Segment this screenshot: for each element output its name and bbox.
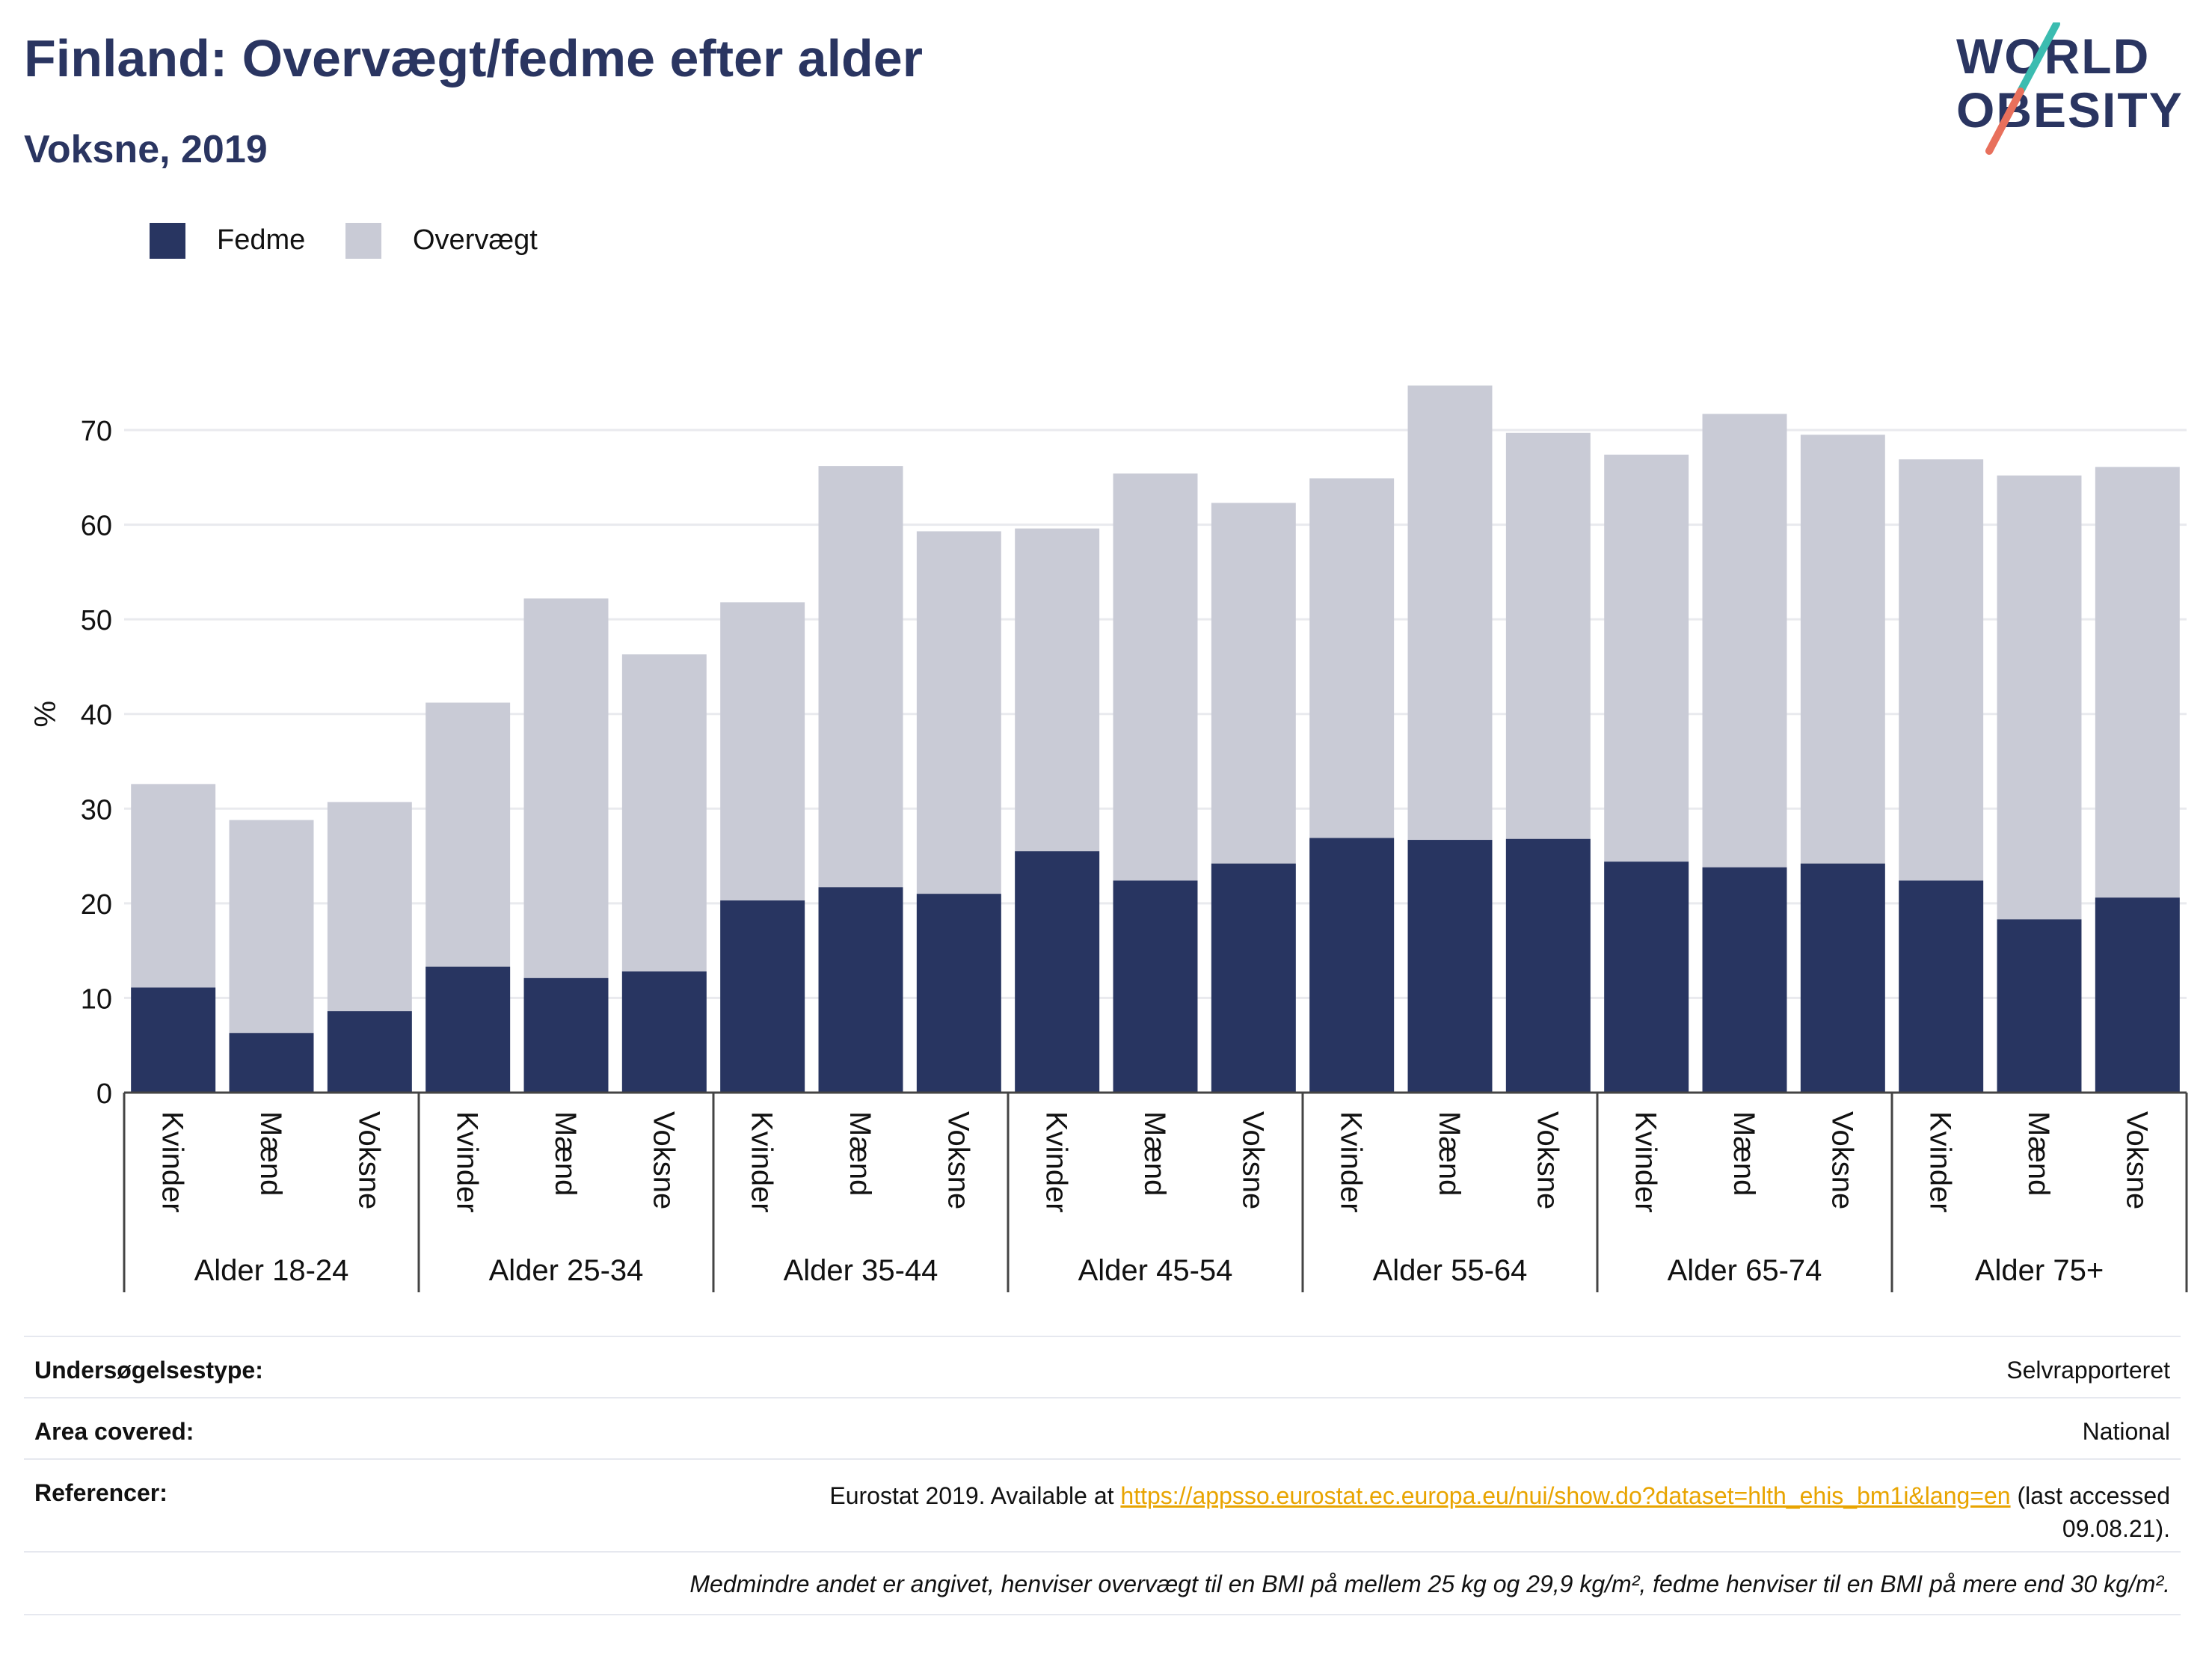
bar-fedme (327, 1011, 412, 1093)
info-value-references: Eurostat 2019. Available at https://apps… (829, 1479, 2170, 1545)
x-subcategory-label: Mænd (254, 1111, 287, 1196)
x-subcategory-label: Mænd (549, 1111, 582, 1196)
x-subcategory-label: Kvinder (1924, 1111, 1957, 1213)
x-subcategory-label: Mænd (844, 1111, 876, 1196)
bar-fedme (131, 987, 216, 1093)
reference-suffix: (last accessed (2010, 1482, 2170, 1509)
x-group-label: Alder 75+ (1975, 1254, 2104, 1287)
y-axis-label: % (29, 701, 62, 728)
x-subcategory-label: Kvinder (451, 1111, 484, 1213)
y-tick-label: 20 (81, 889, 112, 921)
x-subcategory-label: Kvinder (1040, 1111, 1073, 1213)
x-group-label: Alder 65-74 (1668, 1254, 1822, 1287)
x-group-label: Alder 25-34 (489, 1254, 644, 1287)
x-subcategory-label: Voksne (1825, 1111, 1858, 1209)
x-subcategory-label: Voksne (1236, 1111, 1269, 1209)
x-subcategory-label: Voksne (2120, 1111, 2153, 1209)
logo-slash-coral (1985, 87, 2024, 155)
y-tick-label: 40 (81, 700, 112, 731)
y-tick-label: 30 (81, 794, 112, 826)
bar-fedme (1309, 838, 1395, 1093)
bar-fedme (229, 1033, 314, 1093)
bar-fedme (1505, 838, 1591, 1093)
bar-fedme (1604, 862, 1689, 1093)
x-group-label: Alder 55-64 (1373, 1254, 1528, 1287)
info-value-survey-type: Selvrapporteret (2006, 1357, 2170, 1384)
bar-fedme (720, 900, 805, 1093)
bar-fedme (2095, 897, 2180, 1093)
y-tick-label: 50 (81, 605, 112, 636)
x-subcategory-label: Kvinder (1335, 1111, 1368, 1213)
bar-fedme (818, 887, 903, 1093)
y-tick-label: 70 (81, 416, 112, 447)
info-label-references: Referencer: (34, 1479, 168, 1506)
y-tick-label: 10 (81, 983, 112, 1015)
definition-note: Medmindre andet er angivet, henviser ove… (689, 1570, 2170, 1597)
chart-subtitle: Voksne, 2019 (24, 128, 268, 171)
y-tick-label: 0 (96, 1078, 112, 1110)
reference-link[interactable]: https://appsso.eurostat.ec.europa.eu/nui… (1120, 1482, 2011, 1509)
logo-text-obesity: OBESITY (1956, 82, 2184, 138)
logo-slash-teal (2017, 22, 2060, 95)
bar-fedme (425, 966, 511, 1093)
bar-chart: 0 10 20 30 40 50 60 70% Kvinder Mænd Voksne Kvinder… (29, 385, 2188, 1292)
bar-fedme (1211, 863, 1296, 1093)
bar-fedme (1113, 880, 1198, 1093)
x-subcategory-label: Kvinder (1629, 1111, 1662, 1213)
x-subcategory-label: Mænd (1138, 1111, 1171, 1196)
info-row-survey-type: Undersøgelsestype: Selvrapporteret (24, 1336, 2181, 1398)
info-row-area-covered: Area covered: National (24, 1397, 2181, 1460)
legend-swatch-overvaegt (345, 223, 381, 259)
x-group-label: Alder 18-24 (194, 1254, 349, 1287)
x-subcategory-label: Mænd (1433, 1111, 1466, 1196)
bar-fedme (1899, 880, 1984, 1093)
x-subcategory-label: Mænd (1727, 1111, 1760, 1196)
world-obesity-logo: WORLD OBESITY (1956, 22, 2184, 155)
y-tick-label: 60 (81, 511, 112, 542)
chart-title: Finland: Overvægt/fedme efter alder (24, 29, 923, 87)
x-subcategory-label: Kvinder (156, 1111, 189, 1213)
bar-fedme (1407, 840, 1493, 1093)
bar-fedme (523, 977, 609, 1093)
legend-swatch-fedme (150, 223, 185, 259)
reference-prefix: Eurostat 2019. Available at (829, 1482, 1121, 1509)
x-subcategory-label: Voksne (647, 1111, 680, 1209)
bar-fedme (916, 894, 1001, 1093)
bar-fedme (1015, 851, 1100, 1093)
reference-accessed-date: 09.08.21). (2062, 1515, 2170, 1542)
bar-fedme (621, 971, 707, 1093)
bar-fedme (1800, 863, 1885, 1093)
bar-fedme (1702, 867, 1787, 1093)
info-label-area-covered: Area covered: (34, 1418, 194, 1445)
x-subcategory-label: Mænd (2022, 1111, 2055, 1196)
x-subcategory-label: Voksne (941, 1111, 974, 1209)
x-subcategory-label: Kvinder (746, 1111, 778, 1213)
info-row-note: Medmindre andet er angivet, henviser ove… (24, 1551, 2181, 1615)
x-group-label: Alder 35-44 (784, 1254, 938, 1287)
x-group-label: Alder 45-54 (1078, 1254, 1233, 1287)
info-label-survey-type: Undersøgelsestype: (34, 1357, 263, 1384)
legend-label-overvaegt: Overvægt (413, 224, 538, 256)
x-subcategory-label: Voksne (1531, 1111, 1564, 1209)
info-row-references: Referencer: Eurostat 2019. Available at … (24, 1458, 2181, 1553)
bar-fedme (1997, 919, 2082, 1093)
x-subcategory-label: Voksne (352, 1111, 385, 1209)
legend-label-fedme: Fedme (217, 224, 306, 256)
info-value-area-covered: National (2082, 1418, 2170, 1445)
